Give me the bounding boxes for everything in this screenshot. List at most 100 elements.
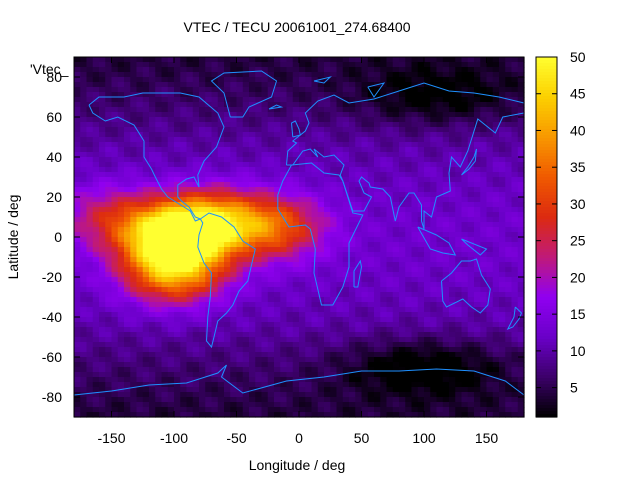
heatmap-cell bbox=[411, 177, 419, 183]
heatmap-cell bbox=[367, 112, 375, 118]
heatmap-cell bbox=[142, 387, 150, 393]
heatmap-cell bbox=[80, 112, 88, 118]
heatmap-cell bbox=[505, 72, 513, 78]
heatmap-cell bbox=[199, 362, 206, 368]
heatmap-cell bbox=[92, 217, 100, 223]
heatmap-cell bbox=[167, 252, 175, 258]
heatmap-cell bbox=[299, 257, 306, 263]
heatmap-cell bbox=[342, 277, 350, 283]
heatmap-cell bbox=[105, 152, 113, 158]
heatmap-cell bbox=[386, 157, 394, 163]
heatmap-cell bbox=[192, 132, 200, 138]
heatmap-cell bbox=[167, 282, 175, 288]
heatmap-cell bbox=[155, 102, 163, 108]
heatmap-cell bbox=[461, 387, 469, 393]
heatmap-cell bbox=[167, 347, 175, 353]
heatmap-cell bbox=[317, 262, 325, 268]
heatmap-cell bbox=[224, 77, 231, 83]
heatmap-cell bbox=[117, 307, 125, 313]
heatmap-cell bbox=[480, 87, 488, 93]
heatmap-cell bbox=[336, 347, 344, 353]
heatmap-cell bbox=[224, 332, 231, 338]
heatmap-cell bbox=[430, 177, 438, 183]
heatmap-cell bbox=[211, 102, 219, 108]
heatmap-cell bbox=[355, 177, 363, 183]
heatmap-cell bbox=[174, 347, 181, 353]
heatmap-cell bbox=[149, 112, 156, 118]
heatmap-cell bbox=[161, 127, 169, 133]
heatmap-cell bbox=[136, 172, 144, 178]
heatmap-cell bbox=[430, 102, 438, 108]
heatmap-cell bbox=[217, 257, 225, 263]
heatmap-cell bbox=[74, 377, 81, 383]
heatmap-cell bbox=[361, 117, 369, 123]
heatmap-cell bbox=[124, 122, 131, 128]
heatmap-cell bbox=[417, 352, 425, 358]
heatmap-cell bbox=[74, 372, 81, 378]
heatmap-cell bbox=[255, 77, 263, 83]
heatmap-cell bbox=[136, 282, 144, 288]
heatmap-cell bbox=[461, 212, 469, 218]
heatmap-cell bbox=[230, 112, 238, 118]
heatmap-cell bbox=[267, 372, 275, 378]
heatmap-cell bbox=[217, 82, 225, 88]
heatmap-cell bbox=[161, 117, 169, 123]
heatmap-cell bbox=[505, 262, 513, 268]
heatmap-cell bbox=[330, 112, 338, 118]
heatmap-cell bbox=[386, 267, 394, 273]
heatmap-cell bbox=[242, 152, 250, 158]
heatmap-cell bbox=[167, 57, 175, 63]
heatmap-cell bbox=[111, 112, 119, 118]
heatmap-cell bbox=[255, 157, 263, 163]
heatmap-cell bbox=[142, 257, 150, 263]
heatmap-cell bbox=[249, 262, 256, 268]
heatmap-cell bbox=[474, 307, 481, 313]
heatmap-cell bbox=[424, 187, 431, 193]
heatmap-cell bbox=[224, 217, 231, 223]
heatmap-cell bbox=[130, 297, 138, 303]
heatmap-cell bbox=[249, 232, 256, 238]
heatmap-cell bbox=[517, 82, 525, 88]
heatmap-cell bbox=[349, 352, 356, 358]
heatmap-cell bbox=[236, 377, 244, 383]
heatmap-cell bbox=[467, 227, 475, 233]
heatmap-cell bbox=[199, 182, 206, 188]
heatmap-cell bbox=[305, 102, 313, 108]
heatmap-cell bbox=[217, 177, 225, 183]
heatmap-cell bbox=[486, 232, 494, 238]
heatmap-cell bbox=[174, 377, 181, 383]
heatmap-cell bbox=[80, 287, 88, 293]
heatmap-cell bbox=[317, 337, 325, 343]
heatmap-cell bbox=[249, 397, 256, 403]
heatmap-cell bbox=[299, 222, 306, 228]
heatmap-cell bbox=[386, 337, 394, 343]
heatmap-cell bbox=[480, 362, 488, 368]
heatmap-cell bbox=[255, 302, 263, 308]
heatmap-cell bbox=[149, 152, 156, 158]
heatmap-cell bbox=[236, 242, 244, 248]
heatmap-cell bbox=[280, 147, 288, 153]
heatmap-cell bbox=[336, 232, 344, 238]
heatmap-cell bbox=[217, 107, 225, 113]
heatmap-cell bbox=[455, 362, 463, 368]
heatmap-cell bbox=[455, 92, 463, 98]
heatmap-cell bbox=[486, 397, 494, 403]
heatmap-cell bbox=[517, 77, 525, 83]
heatmap-cell bbox=[399, 242, 406, 248]
heatmap-cell bbox=[192, 57, 200, 63]
heatmap-cell bbox=[299, 252, 306, 258]
heatmap-cell bbox=[211, 387, 219, 393]
heatmap-cell bbox=[211, 167, 219, 173]
heatmap-cell bbox=[449, 362, 456, 368]
heatmap-cell bbox=[92, 177, 100, 183]
heatmap-cell bbox=[86, 237, 94, 243]
heatmap-cell bbox=[486, 147, 494, 153]
heatmap-cell bbox=[136, 402, 144, 408]
heatmap-cell bbox=[149, 162, 156, 168]
heatmap-cell bbox=[474, 217, 481, 223]
heatmap-cell bbox=[261, 202, 269, 208]
heatmap-cell bbox=[499, 387, 506, 393]
heatmap-cell bbox=[517, 257, 525, 263]
heatmap-cell bbox=[311, 107, 319, 113]
heatmap-cell bbox=[311, 287, 319, 293]
